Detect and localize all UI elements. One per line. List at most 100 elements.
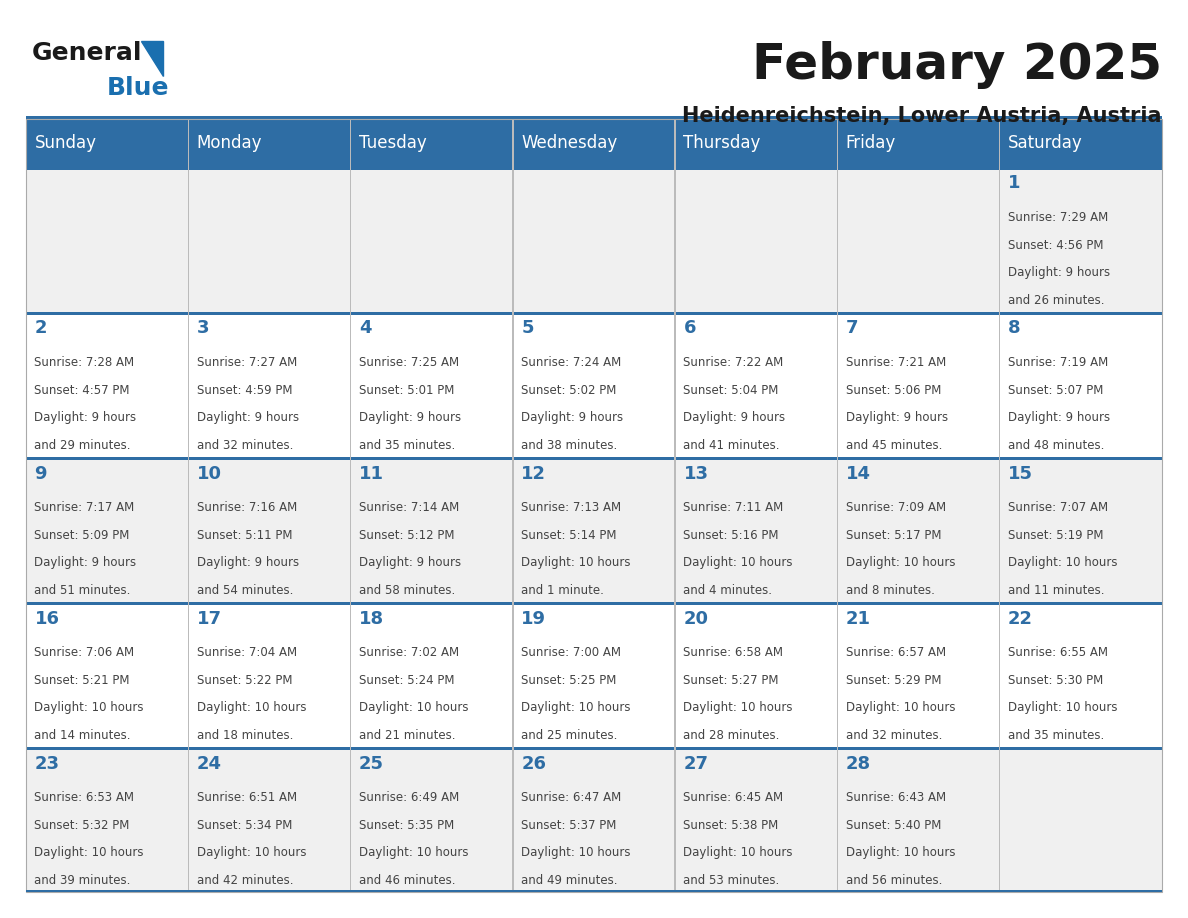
Text: Sunrise: 7:16 AM: Sunrise: 7:16 AM	[197, 501, 297, 514]
Text: and 54 minutes.: and 54 minutes.	[197, 584, 293, 597]
Text: Daylight: 10 hours: Daylight: 10 hours	[1007, 556, 1118, 569]
Bar	[26, 747, 1162, 750]
Bar	[26, 457, 1162, 602]
Text: 16: 16	[34, 610, 59, 628]
Text: Sunrise: 7:28 AM: Sunrise: 7:28 AM	[34, 356, 134, 369]
Text: and 28 minutes.: and 28 minutes.	[683, 729, 779, 742]
Text: and 1 minute.: and 1 minute.	[522, 584, 604, 597]
Text: Daylight: 10 hours: Daylight: 10 hours	[1007, 701, 1118, 714]
Text: 14: 14	[846, 465, 871, 483]
Bar	[26, 167, 1162, 312]
Text: Daylight: 9 hours: Daylight: 9 hours	[683, 411, 785, 424]
Bar	[26, 602, 1162, 605]
Text: Sunset: 5:24 PM: Sunset: 5:24 PM	[359, 674, 455, 687]
Text: Sunset: 5:01 PM: Sunset: 5:01 PM	[359, 384, 454, 397]
Text: Sunrise: 6:53 AM: Sunrise: 6:53 AM	[34, 791, 134, 804]
Text: Daylight: 10 hours: Daylight: 10 hours	[197, 846, 307, 859]
Text: Sunrise: 7:04 AM: Sunrise: 7:04 AM	[197, 646, 297, 659]
Text: Sunset: 5:25 PM: Sunset: 5:25 PM	[522, 674, 617, 687]
Text: and 38 minutes.: and 38 minutes.	[522, 439, 618, 452]
Text: Daylight: 10 hours: Daylight: 10 hours	[197, 701, 307, 714]
Text: 7: 7	[846, 319, 858, 338]
Bar	[675, 119, 676, 892]
Text: Sunrise: 7:07 AM: Sunrise: 7:07 AM	[1007, 501, 1108, 514]
Bar	[26, 119, 1162, 167]
Text: and 46 minutes.: and 46 minutes.	[359, 874, 455, 887]
Text: Daylight: 9 hours: Daylight: 9 hours	[522, 411, 624, 424]
Text: Sunrise: 7:13 AM: Sunrise: 7:13 AM	[522, 501, 621, 514]
Text: Sunrise: 7:00 AM: Sunrise: 7:00 AM	[522, 646, 621, 659]
Text: Daylight: 10 hours: Daylight: 10 hours	[683, 556, 792, 569]
Text: and 45 minutes.: and 45 minutes.	[846, 439, 942, 452]
Text: and 49 minutes.: and 49 minutes.	[522, 874, 618, 887]
Text: and 18 minutes.: and 18 minutes.	[197, 729, 293, 742]
Text: Sunset: 5:30 PM: Sunset: 5:30 PM	[1007, 674, 1104, 687]
Text: Sunset: 5:17 PM: Sunset: 5:17 PM	[846, 529, 941, 542]
Text: Sunset: 4:56 PM: Sunset: 4:56 PM	[1007, 239, 1104, 252]
Text: Wednesday: Wednesday	[522, 134, 618, 152]
Bar	[512, 119, 513, 892]
Bar	[26, 602, 1162, 747]
Text: Sunset: 5:07 PM: Sunset: 5:07 PM	[1007, 384, 1104, 397]
Bar	[26, 119, 1162, 892]
Text: and 42 minutes.: and 42 minutes.	[197, 874, 293, 887]
Text: Daylight: 10 hours: Daylight: 10 hours	[683, 846, 792, 859]
Text: Sunrise: 6:58 AM: Sunrise: 6:58 AM	[683, 646, 783, 659]
Text: 1: 1	[1007, 174, 1020, 193]
Text: Daylight: 10 hours: Daylight: 10 hours	[34, 846, 144, 859]
Text: Daylight: 9 hours: Daylight: 9 hours	[846, 411, 948, 424]
Text: Sunset: 5:27 PM: Sunset: 5:27 PM	[683, 674, 779, 687]
Text: Daylight: 10 hours: Daylight: 10 hours	[846, 556, 955, 569]
Text: Sunrise: 7:19 AM: Sunrise: 7:19 AM	[1007, 356, 1108, 369]
Bar	[26, 167, 1162, 170]
Text: and 14 minutes.: and 14 minutes.	[34, 729, 131, 742]
Text: Daylight: 10 hours: Daylight: 10 hours	[522, 556, 631, 569]
Text: Daylight: 10 hours: Daylight: 10 hours	[846, 846, 955, 859]
Text: Sunset: 5:29 PM: Sunset: 5:29 PM	[846, 674, 941, 687]
Text: Tuesday: Tuesday	[359, 134, 426, 152]
Bar	[999, 119, 1000, 892]
Text: Friday: Friday	[846, 134, 896, 152]
Bar	[26, 312, 1162, 457]
Bar	[350, 119, 352, 892]
Text: 23: 23	[34, 755, 59, 773]
Text: and 11 minutes.: and 11 minutes.	[1007, 584, 1105, 597]
Text: 24: 24	[197, 755, 222, 773]
Text: Sunset: 5:14 PM: Sunset: 5:14 PM	[522, 529, 617, 542]
Polygon shape	[141, 41, 163, 76]
Text: 17: 17	[197, 610, 222, 628]
Text: and 53 minutes.: and 53 minutes.	[683, 874, 779, 887]
Text: Daylight: 9 hours: Daylight: 9 hours	[1007, 266, 1110, 279]
Bar	[26, 312, 1162, 315]
Text: Monday: Monday	[197, 134, 263, 152]
Text: 19: 19	[522, 610, 546, 628]
Text: Sunset: 5:16 PM: Sunset: 5:16 PM	[683, 529, 779, 542]
Text: Sunset: 5:32 PM: Sunset: 5:32 PM	[34, 819, 129, 832]
Text: Sunset: 4:59 PM: Sunset: 4:59 PM	[197, 384, 292, 397]
Text: 2: 2	[34, 319, 48, 338]
Text: 15: 15	[1007, 465, 1032, 483]
Text: 12: 12	[522, 465, 546, 483]
Text: 8: 8	[1007, 319, 1020, 338]
Text: Sunrise: 6:55 AM: Sunrise: 6:55 AM	[1007, 646, 1108, 659]
Text: Daylight: 9 hours: Daylight: 9 hours	[34, 411, 137, 424]
Text: 3: 3	[197, 319, 209, 338]
Text: Sunset: 5:40 PM: Sunset: 5:40 PM	[846, 819, 941, 832]
Text: February 2025: February 2025	[752, 41, 1162, 89]
Text: Sunrise: 7:17 AM: Sunrise: 7:17 AM	[34, 501, 134, 514]
Text: Sunrise: 6:51 AM: Sunrise: 6:51 AM	[197, 791, 297, 804]
Text: Sunset: 5:34 PM: Sunset: 5:34 PM	[197, 819, 292, 832]
Text: Sunset: 5:12 PM: Sunset: 5:12 PM	[359, 529, 455, 542]
Text: and 39 minutes.: and 39 minutes.	[34, 874, 131, 887]
Text: Heidenreichstein, Lower Austria, Austria: Heidenreichstein, Lower Austria, Austria	[682, 106, 1162, 126]
Text: Sunrise: 7:11 AM: Sunrise: 7:11 AM	[683, 501, 784, 514]
Text: Daylight: 10 hours: Daylight: 10 hours	[522, 701, 631, 714]
Text: and 58 minutes.: and 58 minutes.	[359, 584, 455, 597]
Text: Sunrise: 7:22 AM: Sunrise: 7:22 AM	[683, 356, 784, 369]
Text: Sunrise: 7:14 AM: Sunrise: 7:14 AM	[359, 501, 460, 514]
Bar	[26, 116, 1162, 120]
Text: 28: 28	[846, 755, 871, 773]
Text: Sunrise: 7:09 AM: Sunrise: 7:09 AM	[846, 501, 946, 514]
Text: Blue: Blue	[107, 76, 170, 100]
Text: and 35 minutes.: and 35 minutes.	[1007, 729, 1104, 742]
